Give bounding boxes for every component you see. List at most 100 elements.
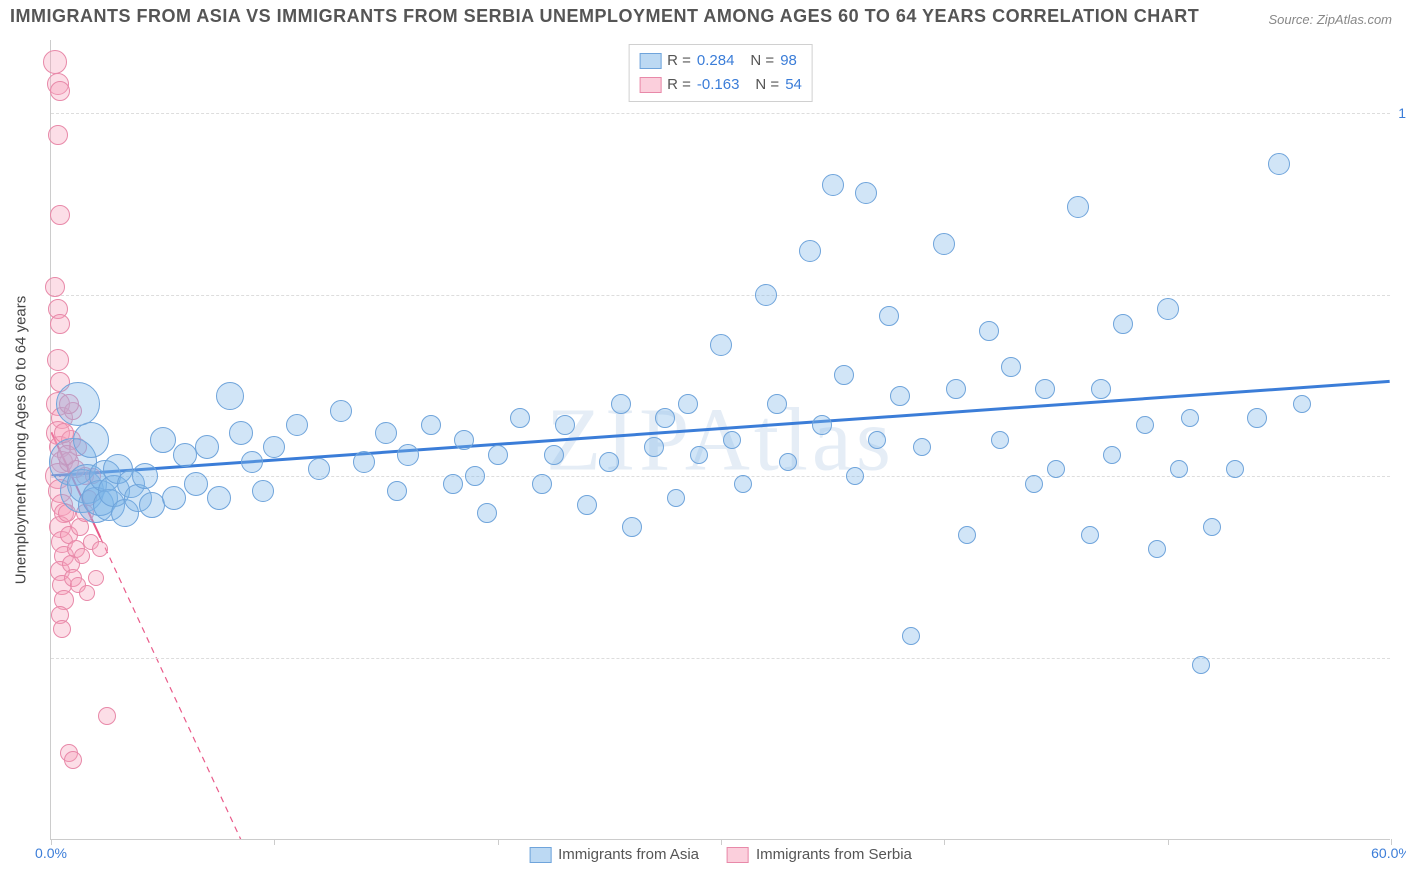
- data-point-asia: [577, 495, 597, 515]
- data-point-serbia: [53, 620, 71, 638]
- data-point-asia: [139, 492, 165, 518]
- legend-row-serbia: R = -0.163 N = 54: [639, 73, 802, 97]
- data-point-asia: [73, 422, 109, 458]
- data-point-asia: [667, 489, 685, 507]
- data-point-asia: [1157, 298, 1179, 320]
- x-tick: [721, 839, 722, 845]
- gridline: [51, 476, 1390, 477]
- legend-r-label: R =: [667, 49, 691, 73]
- legend-serbia-r: -0.163: [697, 73, 740, 97]
- data-point-asia: [252, 480, 274, 502]
- data-point-asia: [979, 321, 999, 341]
- gridline: [51, 113, 1390, 114]
- data-point-asia: [308, 458, 330, 480]
- chart-plot-area: Unemployment Among Ages 60 to 64 years Z…: [50, 40, 1390, 840]
- data-point-asia: [767, 394, 787, 414]
- y-tick-label: 7.5%: [1393, 287, 1406, 303]
- data-point-asia: [1170, 460, 1188, 478]
- data-point-asia: [611, 394, 631, 414]
- data-point-asia: [241, 451, 263, 473]
- y-tick-label: 10.0%: [1393, 105, 1406, 121]
- chart-title: IMMIGRANTS FROM ASIA VS IMMIGRANTS FROM …: [10, 6, 1199, 27]
- data-point-asia: [132, 463, 158, 489]
- legend-row-asia: R = 0.284 N = 98: [639, 49, 802, 73]
- y-axis-label: Unemployment Among Ages 60 to 64 years: [13, 295, 30, 584]
- data-point-asia: [1226, 460, 1244, 478]
- data-point-asia: [229, 421, 253, 445]
- x-tick-label: 60.0%: [1371, 845, 1406, 861]
- legend-asia-r: 0.284: [697, 49, 735, 73]
- data-point-asia: [1113, 314, 1133, 334]
- data-point-asia: [913, 438, 931, 456]
- swatch-asia: [639, 53, 661, 69]
- legend-asia-n: 98: [780, 49, 797, 73]
- x-tick: [944, 839, 945, 845]
- data-point-asia: [779, 453, 797, 471]
- data-point-asia: [544, 445, 564, 465]
- data-point-asia: [855, 182, 877, 204]
- legend-asia-label: Immigrants from Asia: [558, 846, 699, 863]
- data-point-serbia: [92, 541, 108, 557]
- x-tick: [1168, 839, 1169, 845]
- data-point-asia: [622, 517, 642, 537]
- data-point-serbia: [64, 751, 82, 769]
- data-point-asia: [454, 430, 474, 450]
- series-legend: Immigrants from Asia Immigrants from Ser…: [529, 846, 912, 863]
- data-point-asia: [644, 437, 664, 457]
- data-point-asia: [755, 284, 777, 306]
- data-point-asia: [678, 394, 698, 414]
- swatch-serbia: [639, 77, 661, 93]
- data-point-asia: [879, 306, 899, 326]
- data-point-asia: [443, 474, 463, 494]
- data-point-asia: [465, 466, 485, 486]
- data-point-asia: [710, 334, 732, 356]
- y-tick-label: 2.5%: [1393, 650, 1406, 666]
- data-point-serbia: [48, 125, 68, 145]
- data-point-asia: [1081, 526, 1099, 544]
- data-point-asia: [958, 526, 976, 544]
- data-point-serbia: [47, 349, 69, 371]
- data-point-asia: [387, 481, 407, 501]
- data-point-serbia: [50, 205, 70, 225]
- data-point-asia: [330, 400, 352, 422]
- data-point-asia: [1148, 540, 1166, 558]
- data-point-asia: [655, 408, 675, 428]
- data-point-asia: [1067, 196, 1089, 218]
- data-point-serbia: [79, 585, 95, 601]
- legend-r-label: R =: [667, 73, 691, 97]
- data-point-asia: [991, 431, 1009, 449]
- data-point-asia: [184, 472, 208, 496]
- data-point-asia: [1268, 153, 1290, 175]
- data-point-asia: [150, 427, 176, 453]
- data-point-asia: [375, 422, 397, 444]
- data-point-asia: [1136, 416, 1154, 434]
- data-point-asia: [890, 386, 910, 406]
- data-point-asia: [207, 486, 231, 510]
- data-point-asia: [555, 415, 575, 435]
- data-point-asia: [834, 365, 854, 385]
- data-point-asia: [162, 486, 186, 510]
- data-point-asia: [353, 451, 375, 473]
- gridline: [51, 658, 1390, 659]
- data-point-asia: [599, 452, 619, 472]
- data-point-serbia: [50, 81, 70, 101]
- legend-n-label: N =: [750, 49, 774, 73]
- data-point-asia: [822, 174, 844, 196]
- data-point-asia: [1203, 518, 1221, 536]
- data-point-serbia: [74, 548, 90, 564]
- data-point-asia: [1293, 395, 1311, 413]
- data-point-asia: [263, 436, 285, 458]
- data-point-asia: [286, 414, 308, 436]
- data-point-asia: [1103, 446, 1121, 464]
- data-point-asia: [173, 443, 197, 467]
- data-point-asia: [933, 233, 955, 255]
- data-point-serbia: [98, 707, 116, 725]
- data-point-asia: [1091, 379, 1111, 399]
- data-point-asia: [397, 444, 419, 466]
- gridline: [51, 295, 1390, 296]
- data-point-asia: [902, 627, 920, 645]
- swatch-asia: [529, 847, 551, 863]
- swatch-serbia: [727, 847, 749, 863]
- data-point-asia: [216, 382, 244, 410]
- x-tick-label: 0.0%: [35, 845, 67, 861]
